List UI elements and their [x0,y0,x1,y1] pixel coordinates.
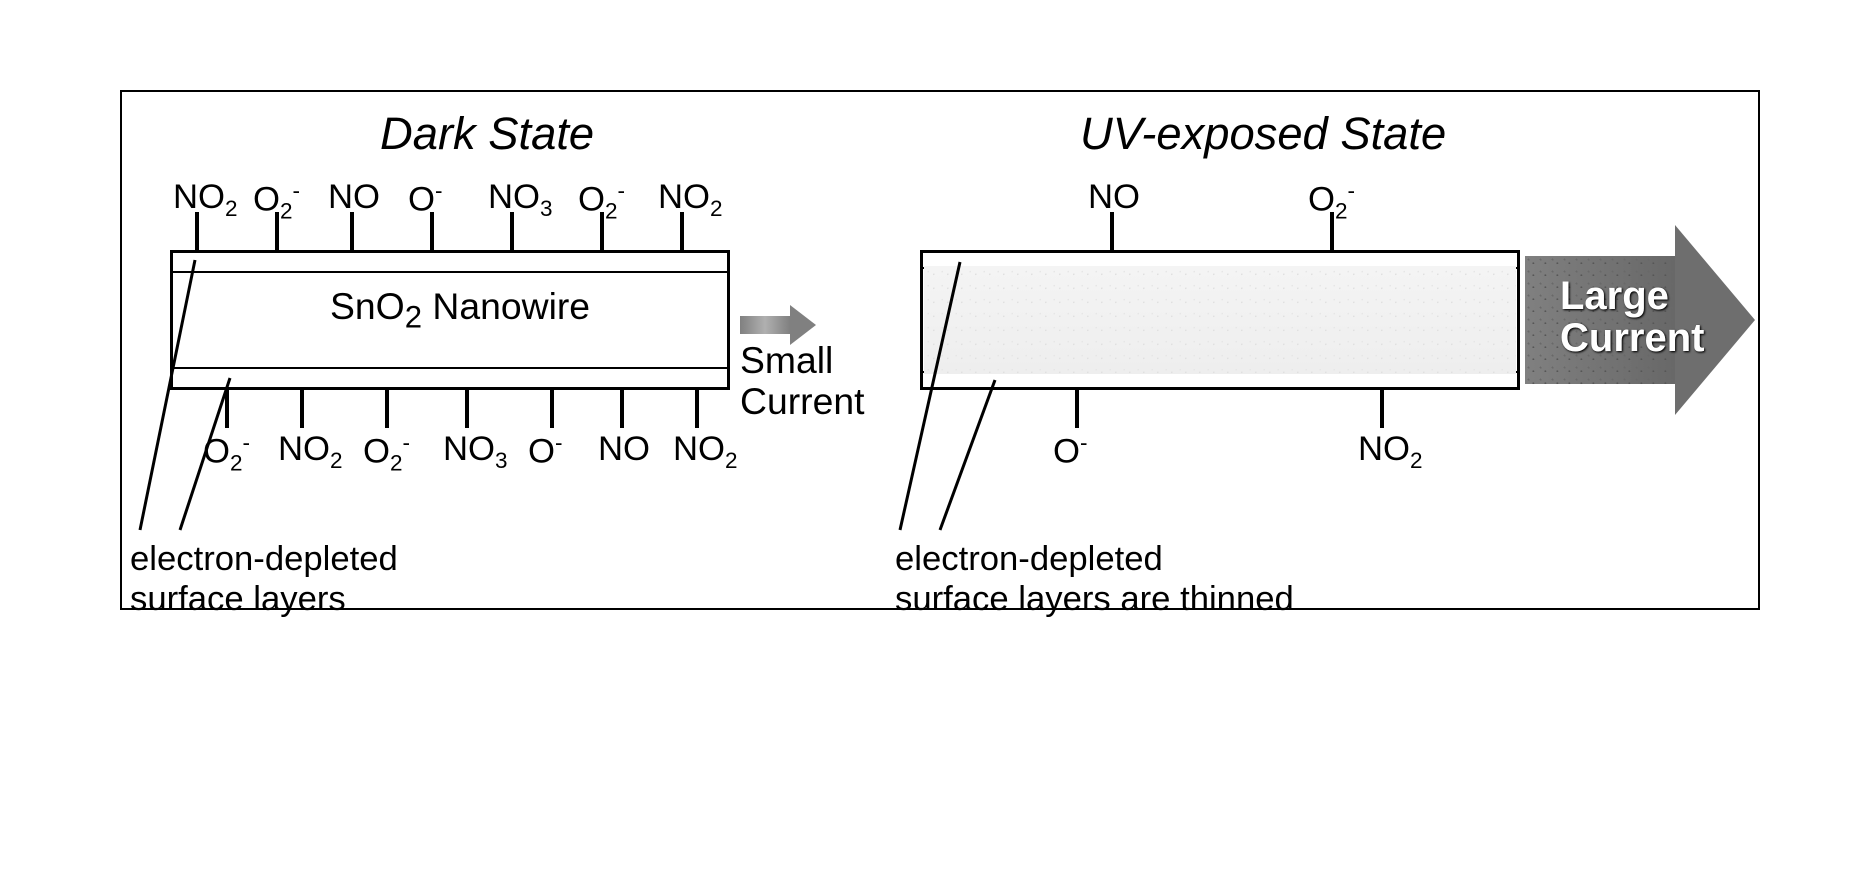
left-title: Dark State [380,108,594,160]
species-label: NO2 [173,178,238,222]
species-label: O2- [253,178,300,224]
left-caption-line1: electron-depleted [130,540,398,578]
small-arrow-label: Small Current [740,340,864,422]
species-label: O2- [1308,178,1355,224]
big-arrow: Large Current [1525,225,1760,415]
species-tick [385,390,389,428]
diagram-root: Dark State SnO2 Nanowire electron-deplet… [0,0,1865,896]
right-shade [924,266,1516,374]
species-label: O- [528,430,562,472]
left-caption: electron-depleted surface layers [130,540,398,620]
species-label: NO2 [1358,430,1423,474]
species-tick [1380,390,1384,428]
species-label: O- [1053,430,1087,472]
species-tick [620,390,624,428]
left-nanowire-label: SnO2 Nanowire [330,285,590,335]
species-label: O2- [203,430,250,476]
species-label: O2- [363,430,410,476]
species-label: O- [408,178,442,220]
left-caption-line2: surface layers [130,580,346,618]
species-tick [350,212,354,250]
species-label: NO2 [673,430,738,474]
right-title: UV-exposed State [1080,108,1446,160]
species-label: NO2 [658,178,723,222]
right-caption: electron-depleted surface layers are thi… [895,540,1294,620]
species-tick [550,390,554,428]
species-tick [1075,390,1079,428]
species-tick [300,390,304,428]
species-label: NO3 [488,178,553,222]
right-caption-line2: surface layers are thinned [895,580,1294,618]
right-caption-line1: electron-depleted [895,540,1163,578]
species-tick [1110,212,1114,250]
species-label: NO [598,430,650,469]
species-label: NO [328,178,380,217]
species-tick [695,390,699,428]
species-label: O2- [578,178,625,224]
species-label: NO2 [278,430,343,474]
species-tick [465,390,469,428]
species-label: NO3 [443,430,508,474]
species-label: NO [1088,178,1140,217]
species-tick [225,390,229,428]
